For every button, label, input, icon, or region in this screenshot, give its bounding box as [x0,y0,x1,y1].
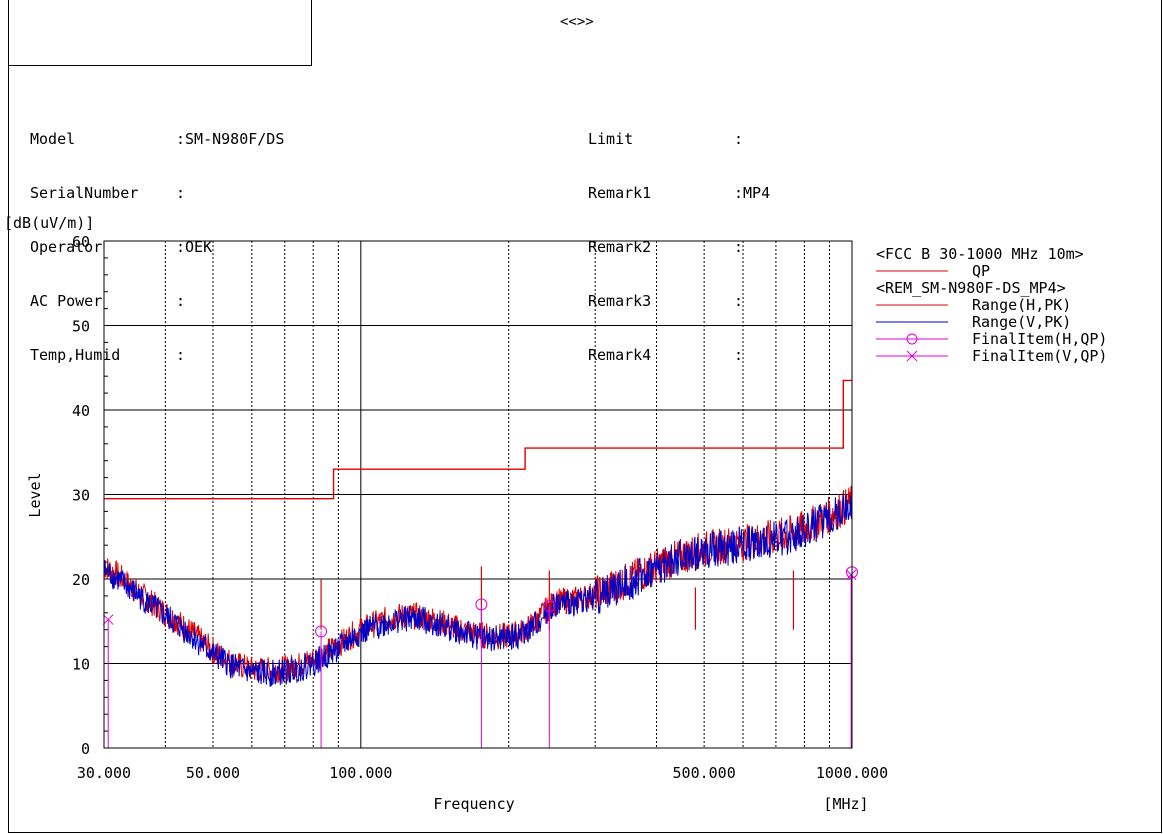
legend-label: Range(H,PK) [972,296,1071,314]
x-tick-label: 100.000 [329,764,392,782]
final-item-v-cross [102,614,114,625]
info-row-model: Model :SM-N980F/DS [30,130,284,148]
legend-cross-marker [906,350,918,362]
info-label: Remark2 [588,238,652,256]
info-left: Model :SM-N980F/DS SerialNumber: Operator… [30,94,284,382]
info-value: :OEK [176,238,213,256]
y-tick-label: 40 [72,402,90,420]
info-label: SerialNumber [30,184,139,202]
x-axis-label: Frequency [433,795,514,813]
x-unit-label: [MHz] [823,795,868,813]
y-tick-label: 10 [72,656,90,674]
series-group [103,485,853,687]
report-title: <<>> [560,14,594,30]
info-row-remark2: Remark2: [588,238,770,256]
info-row-operator: Operator :OEK [30,238,284,256]
series-line-v-pk [103,491,853,687]
info-label: Remark1 [588,184,652,202]
tick-labels: 0 10 20 30 40 50 60 30.000 50.000 100.000 500.000 1… [72,233,888,782]
info-row-serial: SerialNumber: [30,184,284,202]
info-right: Limit: Remark1 :MP4 Remark2: Remark3: Rem… [588,94,770,382]
legend-circle-marker [906,333,918,345]
chart-legend: <FCC B 30-1000 MHz 10m>QP<REM_SM-N980F-D… [876,245,1107,365]
info-row-temphumid: Temp,Humid: [30,346,284,364]
y-tick-label: 20 [72,571,90,589]
legend-header: <FCC B 30-1000 MHz 10m> [876,245,1084,263]
legend-label: QP [972,262,990,280]
info-row-remark3: Remark3: [588,292,770,310]
y-axis-label: Level [26,472,44,517]
x-tick-label: 50.000 [186,764,240,782]
info-label: Limit [588,130,634,148]
info-row-limit: Limit: [588,130,770,148]
limit-line-group [104,379,852,500]
info-value: : [734,292,744,310]
info-row-remark1: Remark1 :MP4 [588,184,770,202]
x-tick-label: 1000.000 [816,764,888,782]
info-value: : [734,238,744,256]
legend-label: FinalItem(H,QP) [972,330,1107,348]
y-tick-label: 30 [72,487,90,505]
info-value: : [176,292,186,310]
info-row-acpower: AC Power: [30,292,284,310]
info-value: : [734,346,744,364]
legend-header: <REM_SM-N980F-DS_MP4> [876,279,1066,297]
info-label: AC Power [30,292,103,310]
final-item-h-circle [543,600,556,613]
info-row-remark4: Remark4: [588,346,770,364]
final-item-h-circle [315,625,328,638]
info-label: Temp,Humid [30,346,121,364]
qp-limit-line [104,379,852,500]
info-label: Operator [30,238,103,256]
y-tick-label: 60 [72,233,90,251]
x-tick-label: 500.000 [673,764,736,782]
y-tick-label: 50 [72,318,90,336]
info-value: : [176,184,186,202]
final-item-h-circle [475,598,488,611]
y-unit-label: [dB(uV/m)] [4,214,94,232]
legend-label: Range(V,PK) [972,313,1071,331]
page-frame [8,0,1162,833]
series-line-h-pk [103,485,853,684]
plot-area-frame [103,240,853,749]
x-tick-label: 30.000 [77,764,131,782]
info-label: Remark3 [588,292,652,310]
info-value: : [734,130,744,148]
info-value: :MP4 [734,184,771,202]
info-value: :SM-N980F/DS [176,130,285,148]
info-value: : [176,346,186,364]
info-label: Remark4 [588,346,652,364]
info-label: Model [30,130,76,148]
legend-label: FinalItem(V,QP) [972,347,1107,365]
y-tick-label: 0 [81,740,90,758]
chart-grid [104,240,852,749]
final-item-v-cross [845,569,857,581]
header-box [8,0,312,66]
